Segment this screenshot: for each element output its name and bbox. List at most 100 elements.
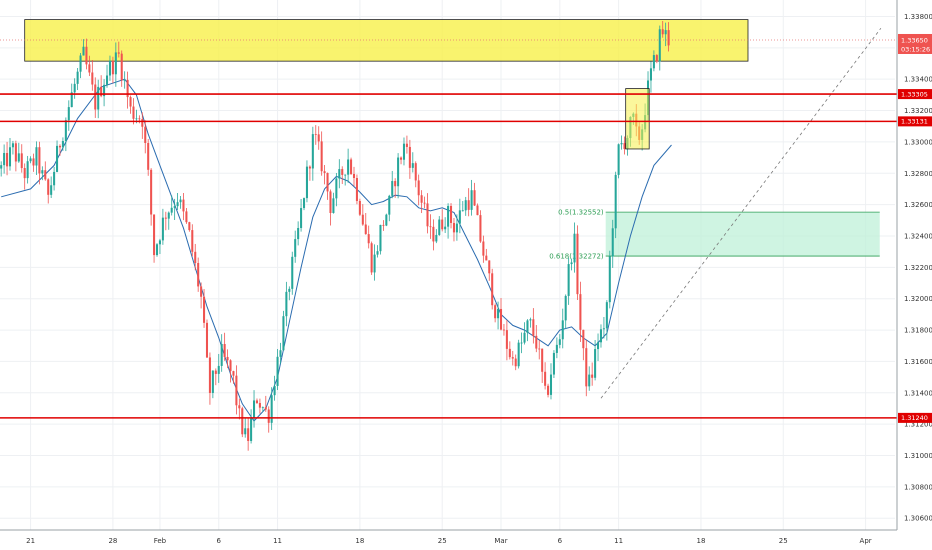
- x-tick-label: 21: [26, 537, 35, 545]
- candle-down: [111, 60, 114, 75]
- candle-down: [591, 374, 594, 378]
- y-tick-label: 1.31400: [904, 389, 932, 397]
- candle-down: [467, 200, 470, 210]
- candle-down: [449, 205, 453, 223]
- price-axis[interactable]: 1.338001.336001.334001.332001.330001.328…: [896, 0, 932, 530]
- candle-down: [441, 219, 444, 230]
- candle-up: [217, 365, 220, 374]
- candle-down: [164, 217, 167, 219]
- candle-up: [517, 342, 520, 367]
- candles: [0, 20, 670, 451]
- candle-up: [597, 342, 600, 350]
- candle-up: [602, 328, 605, 330]
- candle-down: [182, 199, 185, 212]
- y-tick-label: 1.31600: [904, 358, 932, 366]
- candle-up: [158, 240, 161, 245]
- y-tick-label: 1.32400: [904, 232, 932, 240]
- candle-down: [488, 260, 491, 274]
- candle-up: [402, 143, 406, 160]
- candle-up: [161, 217, 164, 241]
- candle-up: [332, 198, 335, 213]
- countdown-label: 03:15:26: [901, 45, 930, 53]
- candle-down: [47, 179, 50, 195]
- candle-down: [23, 168, 26, 179]
- candle-down: [582, 329, 585, 349]
- moving-average-line: [1, 78, 672, 422]
- candle-down: [141, 119, 144, 127]
- candle-down: [191, 230, 194, 252]
- candle-down: [352, 173, 356, 179]
- candle-down: [208, 357, 211, 393]
- candle-down: [414, 163, 417, 181]
- candle-down: [485, 255, 488, 261]
- candle-down: [370, 243, 373, 273]
- candle-down: [505, 330, 508, 349]
- candle-down: [361, 214, 364, 225]
- y-tick-label: 1.33000: [904, 138, 932, 146]
- candle-down: [541, 348, 544, 372]
- candle-down: [241, 408, 244, 435]
- candle-up: [297, 227, 300, 240]
- candle-up: [373, 254, 376, 273]
- candle-down: [94, 84, 97, 110]
- candle-down: [350, 159, 353, 174]
- moving-average: [1, 78, 672, 422]
- x-tick-label: 25: [438, 537, 447, 545]
- candle-up: [288, 288, 291, 292]
- candle-up: [135, 118, 138, 120]
- candle-up: [291, 256, 294, 289]
- candle-down: [197, 262, 200, 287]
- candle-down: [235, 375, 238, 406]
- candle-up: [64, 120, 67, 142]
- level-tag-label: 1.31240: [901, 414, 928, 422]
- candle-down: [320, 141, 323, 172]
- candle-down: [138, 118, 141, 120]
- candle-up: [276, 356, 279, 386]
- candle-up: [3, 152, 6, 166]
- candle-up: [300, 208, 303, 228]
- candle-up: [79, 55, 82, 72]
- candle-down: [150, 169, 153, 215]
- candle-up: [70, 92, 73, 108]
- candle-down: [382, 224, 385, 226]
- candle-down: [482, 241, 485, 256]
- candle-down: [420, 195, 423, 203]
- candle-up: [97, 86, 100, 110]
- breakout-zone: [625, 88, 650, 150]
- candle-up: [17, 153, 20, 162]
- candle-down: [6, 152, 9, 167]
- candle-up: [652, 55, 655, 69]
- x-tick-label: 11: [273, 537, 282, 545]
- candle-up: [50, 185, 53, 195]
- candle-up: [385, 214, 388, 226]
- candle-up: [617, 144, 620, 175]
- candle-down: [405, 143, 408, 147]
- x-tick-label: Apr: [860, 537, 872, 545]
- y-tick-label: 1.31200: [904, 421, 932, 429]
- horizontal-levels: [0, 39, 897, 419]
- candle-up: [311, 134, 314, 169]
- y-tick-label: 1.33800: [904, 13, 932, 21]
- candle-down: [91, 72, 94, 85]
- x-tick-label: 18: [696, 537, 705, 545]
- candle-up: [611, 228, 614, 257]
- candle-down: [429, 226, 432, 228]
- candle-up: [220, 343, 223, 366]
- candle-down: [126, 79, 129, 98]
- candle-up: [123, 79, 126, 81]
- candle-up: [608, 256, 611, 303]
- candle-up: [285, 291, 288, 317]
- candle-up: [155, 244, 159, 256]
- candle-down: [623, 143, 626, 149]
- fib-upper-label: 0.5(1.32552): [558, 209, 604, 217]
- time-axis[interactable]: 21 28 Feb 6 11 18 25 Mar 6 11 18 25 Apr: [0, 529, 897, 545]
- candle-down: [452, 222, 455, 233]
- candle-down: [667, 30, 670, 46]
- y-tick-label: 1.33200: [904, 107, 932, 115]
- candle-up: [273, 385, 276, 396]
- candle-down: [147, 142, 150, 170]
- candle-up: [588, 374, 591, 387]
- candle-down: [132, 106, 135, 119]
- x-tick-label: 6: [217, 537, 222, 545]
